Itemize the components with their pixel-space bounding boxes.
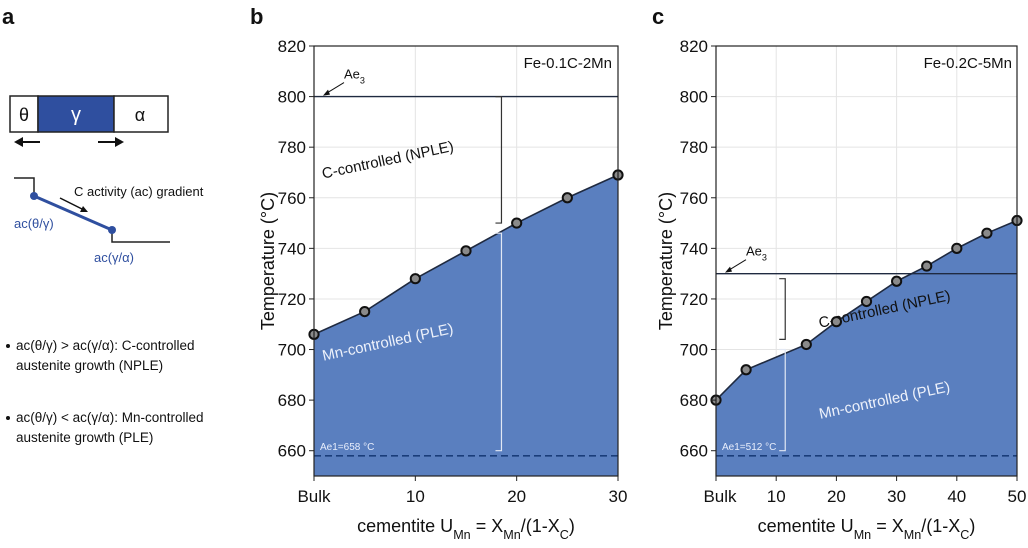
data-point [951,242,963,254]
ae3-pointer [325,82,345,95]
y-tick-label: 800 [278,88,306,107]
y-tick-label: 700 [680,341,708,360]
bullet-icon [6,344,10,348]
data-point [511,217,523,229]
y-axis-title: Temperature (°C) [258,192,278,330]
x-tick-label: 20 [827,487,846,506]
y-tick-label: 720 [278,290,306,309]
y-tick-label: 700 [278,341,306,360]
data-point [800,338,812,351]
x-axis-title: cementite UMn = XMn/(1-XC) [357,516,575,542]
gamma-phase-box [37,95,115,133]
data-point [981,227,993,239]
right-arrow-icon [98,137,124,147]
x-tick-label: 30 [609,487,628,506]
y-tick-label: 820 [278,37,306,56]
data-point [359,305,371,318]
region-bracket [495,95,503,224]
panel-a-letter: a [2,4,15,29]
panel-letter: b [250,4,263,29]
y-tick-label: 820 [680,37,708,56]
ae3-pointer [727,259,747,272]
chart-title: Fe-0.1C-2Mn [524,55,612,72]
y-tick-label: 660 [278,442,306,461]
region-bracket [495,232,503,452]
ae1-label: Ae1=658 °C [320,442,374,453]
panel-letter: c [652,4,664,29]
x-tick-label: 10 [406,487,425,506]
interface-left-label: ac(θ/γ) [14,216,54,231]
y-tick-label: 680 [278,391,306,410]
interface-right-label: ac(γ/α) [94,250,134,265]
ae3-label: Ae3 [746,244,767,263]
ae1-label: Ae1=512 °C [722,442,776,453]
activity-profile [14,177,170,243]
legend-2-line2: austenite growth (PLE) [16,430,153,445]
data-point [921,260,933,272]
data-point [891,275,903,287]
y-tick-label: 740 [278,239,306,258]
chart-title: Fe-0.2C-5Mn [924,55,1012,72]
x-tick-label: Bulk [703,487,737,506]
x-axis-title: cementite UMn = XMn/(1-XC) [758,516,976,542]
ple-region-fill [716,220,1017,476]
legend-1-line2: austenite growth (NPLE) [16,358,163,373]
y-tick-label: 760 [680,189,708,208]
gamma-label: γ [71,104,81,126]
region-bracket [779,278,786,341]
data-point [860,295,873,308]
data-point [740,364,752,376]
y-tick-label: 780 [278,138,306,157]
y-tick-label: 760 [278,189,306,208]
y-tick-label: 800 [680,88,708,107]
alpha-phase-box [113,95,169,133]
y-tick-label: 720 [680,290,708,309]
x-tick-label: 50 [1008,487,1027,506]
data-point [830,316,843,328]
gradient-label: C activity (ac) gradient [74,184,204,199]
data-point [460,245,472,257]
x-tick-label: 40 [947,487,966,506]
boundary-line [715,219,1018,401]
y-axis-title: Temperature (°C) [656,192,676,330]
theta-label: θ [19,105,29,125]
x-tick-label: Bulk [297,487,331,506]
arrowhead-icon [725,266,732,273]
y-tick-label: 660 [680,442,708,461]
data-point [409,273,421,285]
panel-a: a θ γ α C activity (ac) gradient ac(θ [2,4,204,445]
ae3-label: Ae3 [344,67,365,86]
legend-1-line1: ac(θ/γ) > ac(γ/α): C-controlled [16,338,194,353]
legend-2-line1: ac(θ/γ) < ac(γ/α): Mn-controlled [16,410,203,425]
theta-phase-box [9,95,39,133]
plot-frame [715,45,1018,477]
gradient-arrow-icon [59,197,88,212]
alpha-label: α [135,105,145,125]
plot-frame [313,45,619,477]
x-tick-label: 20 [507,487,526,506]
left-arrow-icon [14,137,40,147]
y-tick-label: 680 [680,391,708,410]
y-tick-label: 740 [680,239,708,258]
npl-region-label: C-controlled (NPLE) [320,138,455,183]
arrowhead-icon [323,89,330,96]
bullet-icon [6,416,10,420]
ple-region-fill [314,175,618,476]
data-point [561,192,573,204]
y-tick-label: 780 [680,138,708,157]
x-tick-label: 30 [887,487,906,506]
region-bracket [779,348,786,452]
x-tick-label: 10 [767,487,786,506]
